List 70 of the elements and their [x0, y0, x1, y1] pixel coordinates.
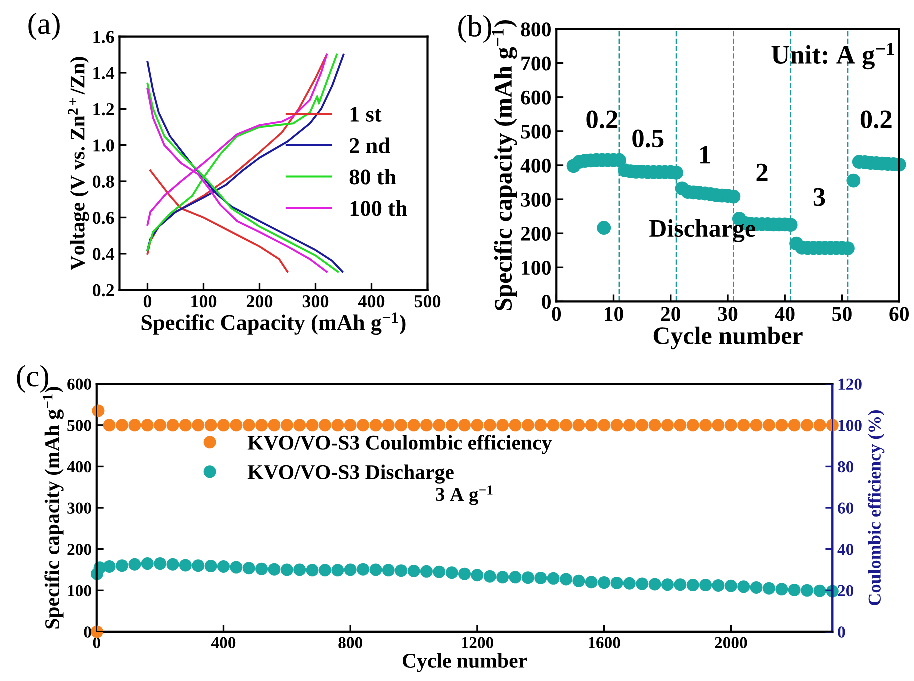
- x-tick-label: 500: [414, 295, 441, 308]
- y-tick-label: 400: [520, 158, 551, 173]
- x-tick-label: 30: [718, 307, 738, 322]
- y-tick-label: 200: [521, 226, 551, 242]
- legend-label: KVO/VO-S3 Discharge: [248, 464, 454, 484]
- x-tick-label: 50: [832, 307, 852, 322]
- y-axis-title: Voltage (V vs. Zn$^{2+}$/Zn): [68, 57, 90, 270]
- x-axis-title: Cycle number: [403, 653, 528, 672]
- y2-tick-label: 80: [838, 461, 854, 473]
- legend-label: 100 th: [350, 200, 408, 216]
- x-tick-label: 10: [605, 307, 624, 322]
- x-tick-label: 0: [144, 295, 152, 308]
- y-tick-label: 0.4: [92, 248, 115, 260]
- y-tick-label: 1.2: [94, 103, 114, 116]
- y-tick-label: 600: [68, 378, 92, 390]
- y2-tick-label: 60: [838, 502, 854, 514]
- annotation: 0.5: [632, 130, 664, 148]
- legend-label: 1 st: [350, 107, 382, 122]
- annotation: 3: [814, 188, 826, 206]
- y2-tick-label: 0: [838, 626, 846, 638]
- x-tick-label: 1200: [462, 637, 494, 649]
- x-tick-label: 800: [338, 637, 362, 649]
- x-tick-label: 400: [358, 295, 385, 308]
- annotation: Unit: A g$^{−1}$: [772, 43, 894, 70]
- y2-tick-label: 40: [838, 544, 854, 556]
- annotation: 0.2: [586, 110, 618, 129]
- y-axis-title: Specific capacity (mAh g$^{−1}$): [492, 20, 518, 310]
- y-tick-label: 1.0: [94, 140, 114, 152]
- y-tick-label: 1.6: [94, 31, 114, 44]
- y-tick-label: 500: [521, 124, 551, 139]
- y-tick-label: 0.6: [92, 212, 114, 224]
- y-tick-label: 800: [521, 22, 551, 37]
- x-tick-label: 20: [661, 307, 680, 322]
- x-tick-label: 1600: [588, 637, 620, 649]
- y-tick-label: 0: [84, 626, 92, 638]
- y-tick-label: 700: [522, 56, 551, 71]
- x-tick-label: 100: [192, 295, 217, 308]
- y2-tick-label: 120: [838, 378, 862, 390]
- y-tick-label: 0.2: [92, 284, 114, 297]
- y-tick-label: 100: [522, 261, 551, 276]
- y-tick-label: 300: [68, 502, 92, 514]
- chart-title: (b): [458, 15, 492, 44]
- legend-label: 2 nd: [350, 138, 390, 154]
- legend-label: 80 th: [350, 169, 396, 185]
- y2-tick-label: 100: [838, 420, 862, 432]
- legend-label: Discharge: [650, 220, 756, 242]
- y-tick-label: 0.8: [92, 176, 114, 188]
- y-tick-label: 1.4: [94, 67, 115, 80]
- x-tick-label: 300: [302, 295, 329, 308]
- x-axis-title: Cycle number: [654, 326, 803, 350]
- y-tick-label: 600: [521, 90, 551, 105]
- x-axis-title: Specific Capacity (mAh g$^{−1}$): [142, 312, 406, 336]
- y-tick-label: 400: [67, 461, 92, 473]
- x-tick-label: 400: [211, 637, 236, 649]
- annotation: 3 A g$^{−1}$: [436, 486, 493, 506]
- y-tick-label: 300: [521, 192, 551, 207]
- y-tick-label: 500: [68, 420, 92, 432]
- x-tick-label: 200: [246, 295, 273, 308]
- y2-axis-title: Coulombic efficiency (%): [868, 410, 885, 606]
- x-tick-label: 0: [552, 307, 562, 322]
- x-tick-label: 2000: [715, 637, 748, 649]
- annotation: 2: [756, 164, 768, 182]
- x-tick-label: 40: [774, 307, 795, 322]
- y-tick-label: 100: [68, 585, 92, 597]
- legend-label: KVO/VO-S3 Coulombic efficiency: [248, 435, 552, 454]
- annotation: 0.2: [860, 110, 892, 129]
- y-tick-label: 200: [68, 544, 92, 556]
- chart-title: (a): [28, 12, 60, 40]
- x-tick-label: 60: [890, 307, 909, 322]
- annotation: 1: [700, 146, 710, 164]
